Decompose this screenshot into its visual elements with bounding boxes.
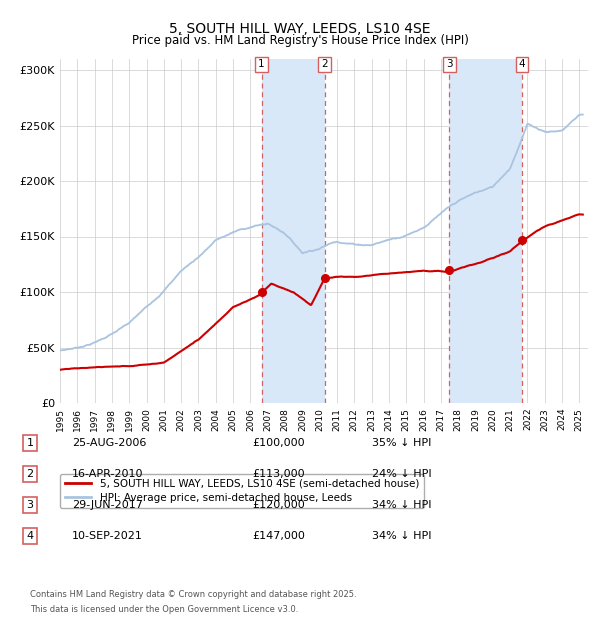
Text: 16-APR-2010: 16-APR-2010 <box>72 469 143 479</box>
Text: 25-AUG-2006: 25-AUG-2006 <box>72 438 146 448</box>
Text: 29-JUN-2017: 29-JUN-2017 <box>72 500 143 510</box>
Text: 3: 3 <box>446 60 452 69</box>
Bar <box>449 59 522 403</box>
Text: 24% ↓ HPI: 24% ↓ HPI <box>372 469 431 479</box>
Text: Price paid vs. HM Land Registry's House Price Index (HPI): Price paid vs. HM Land Registry's House … <box>131 34 469 47</box>
Text: 5, SOUTH HILL WAY, LEEDS, LS10 4SE: 5, SOUTH HILL WAY, LEEDS, LS10 4SE <box>169 22 431 36</box>
Legend: 5, SOUTH HILL WAY, LEEDS, LS10 4SE (semi-detached house), HPI: Average price, se: 5, SOUTH HILL WAY, LEEDS, LS10 4SE (semi… <box>60 474 424 508</box>
Text: 3: 3 <box>26 500 34 510</box>
Text: 4: 4 <box>26 531 34 541</box>
Text: This data is licensed under the Open Government Licence v3.0.: This data is licensed under the Open Gov… <box>30 604 298 614</box>
Bar <box>262 59 325 403</box>
Text: 35% ↓ HPI: 35% ↓ HPI <box>372 438 431 448</box>
Text: £120,000: £120,000 <box>252 500 305 510</box>
Text: £100,000: £100,000 <box>252 438 305 448</box>
Text: 1: 1 <box>26 438 34 448</box>
Text: £147,000: £147,000 <box>252 531 305 541</box>
Text: 2: 2 <box>322 60 328 69</box>
Text: 34% ↓ HPI: 34% ↓ HPI <box>372 500 431 510</box>
Text: Contains HM Land Registry data © Crown copyright and database right 2025.: Contains HM Land Registry data © Crown c… <box>30 590 356 600</box>
Text: £113,000: £113,000 <box>252 469 305 479</box>
Text: 2: 2 <box>26 469 34 479</box>
Text: 1: 1 <box>258 60 265 69</box>
Text: 4: 4 <box>519 60 526 69</box>
Text: 10-SEP-2021: 10-SEP-2021 <box>72 531 143 541</box>
Text: 34% ↓ HPI: 34% ↓ HPI <box>372 531 431 541</box>
